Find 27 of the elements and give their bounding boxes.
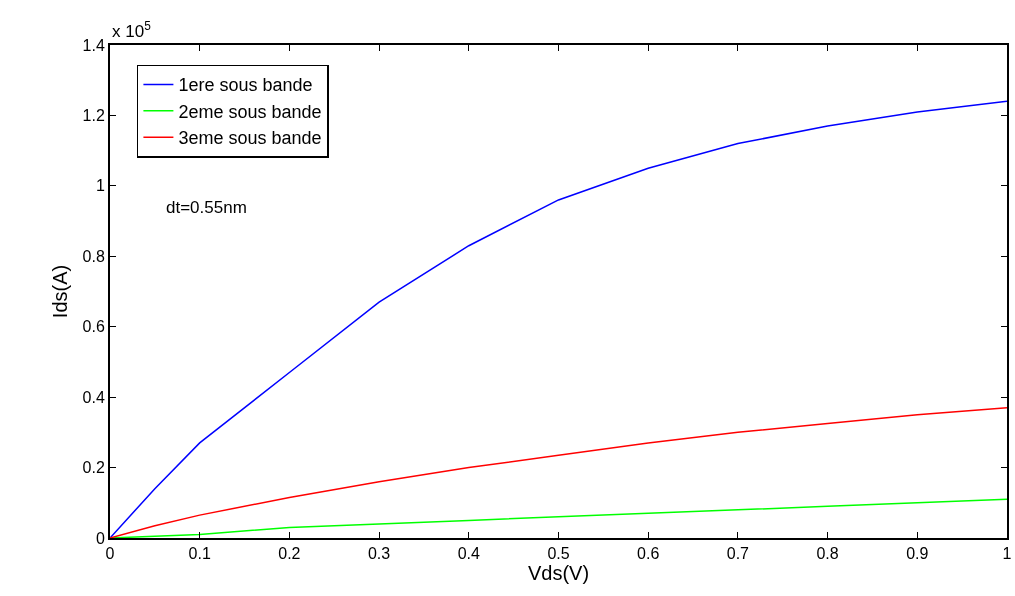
y-tick-label: 0 <box>95 529 105 547</box>
x-axis-title: Vds(V) <box>527 562 590 585</box>
line-series <box>110 100 1007 538</box>
x-tick-label: 0.1 <box>188 545 211 563</box>
x-tick-label: 0.9 <box>906 545 929 563</box>
y-tick-label: 0.8 <box>82 247 105 265</box>
y-tick-label: 0.2 <box>82 459 105 477</box>
legend-label: 3eme sous bande <box>178 128 322 149</box>
x-tick-label: 0.5 <box>547 545 570 563</box>
x-tick-label: 0.7 <box>726 545 750 563</box>
y-tick-label: 0.6 <box>82 318 105 336</box>
text: x 10$^{5}$ <box>112 19 152 42</box>
legend-label: 1ere sous bande <box>178 75 313 96</box>
x-tick-label: 0.4 <box>457 545 481 563</box>
y-axis-title: Ids(A) <box>48 264 71 319</box>
x-tick-label: 0.2 <box>278 545 301 563</box>
legend-label: 2eme sous bande <box>178 101 322 122</box>
x-tick-label: 0.6 <box>637 545 660 563</box>
x-tick-label: 1 <box>1002 545 1012 563</box>
y-tick-label: 1.4 <box>82 36 105 54</box>
x-tick-label: 0.3 <box>367 545 391 563</box>
annotation: dt=0.55nm <box>166 198 247 217</box>
line-series <box>110 406 1007 538</box>
y-tick-label: 1.2 <box>82 107 105 125</box>
y-tick-label: 1 <box>95 177 105 195</box>
x-tick-label: 0.8 <box>816 545 839 563</box>
y-tick-label: 0.4 <box>82 388 105 406</box>
